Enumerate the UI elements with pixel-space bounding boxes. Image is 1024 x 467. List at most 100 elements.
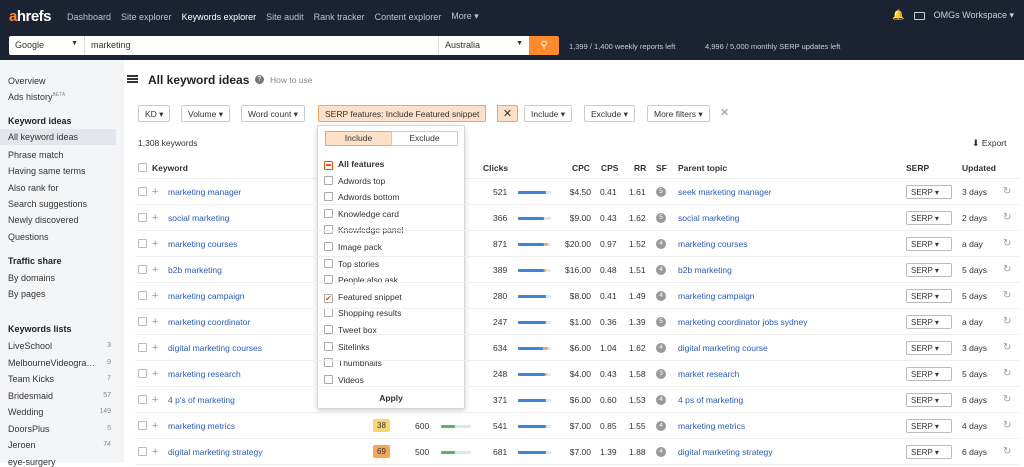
- sf-count-badge[interactable]: 4: [656, 291, 666, 301]
- checkbox[interactable]: [324, 325, 333, 334]
- row-checkbox[interactable]: [138, 291, 147, 300]
- checkbox[interactable]: [324, 258, 333, 268]
- col-sf[interactable]: SF: [656, 163, 667, 173]
- col-rr[interactable]: RR: [634, 163, 647, 173]
- include-filter[interactable]: Include ▾: [524, 105, 573, 122]
- sf-count-badge[interactable]: 5: [656, 317, 666, 327]
- workspace-menu[interactable]: OMGs Workspace ▾: [933, 10, 1014, 20]
- sidebar-all-keyword-ideas[interactable]: All keyword ideas: [0, 129, 116, 145]
- plus-icon[interactable]: +: [152, 446, 159, 458]
- sf-count-badge[interactable]: 4: [656, 343, 666, 353]
- plus-icon[interactable]: +: [152, 186, 159, 198]
- nav-dashboard[interactable]: Dashboard: [67, 11, 112, 22]
- refresh-icon[interactable]: ↻: [1003, 264, 1012, 275]
- sf-count-badge[interactable]: 5: [656, 213, 666, 223]
- tab-include[interactable]: Include: [325, 131, 392, 146]
- sf-count-badge[interactable]: 4: [656, 421, 666, 431]
- checkbox[interactable]: [324, 374, 333, 384]
- refresh-icon[interactable]: ↻: [1003, 290, 1012, 301]
- clear-filters-close-icon[interactable]: ✕: [720, 107, 730, 119]
- plus-icon[interactable]: +: [152, 342, 159, 354]
- nav-keywords-explorer[interactable]: Keywords explorer: [181, 11, 257, 22]
- serp-button[interactable]: SERP ▾: [906, 393, 952, 407]
- plus-icon[interactable]: +: [152, 264, 159, 276]
- refresh-icon[interactable]: ↻: [1003, 420, 1012, 431]
- nav-rank-tracker[interactable]: Rank tracker: [313, 11, 365, 22]
- parent-topic-link[interactable]: marketing campaign: [678, 291, 755, 301]
- ahrefs-logo[interactable]: ahrefs: [9, 8, 52, 25]
- select-all-checkbox[interactable]: [138, 163, 147, 172]
- sidebar-list-item[interactable]: Team Kicks: [8, 374, 55, 384]
- col-serp[interactable]: SERP: [906, 163, 930, 173]
- clear-serp-filter-close-icon[interactable]: ✕: [497, 105, 518, 122]
- col-parent-topic[interactable]: Parent topic: [678, 163, 728, 173]
- row-checkbox[interactable]: [138, 343, 147, 352]
- checkbox[interactable]: [324, 161, 333, 170]
- serp-feature-option[interactable]: Adwords bottom: [324, 192, 399, 202]
- sf-count-badge[interactable]: 4: [656, 447, 666, 457]
- serp-feature-option[interactable]: Thumbnails: [324, 358, 382, 368]
- refresh-icon[interactable]: ↻: [1003, 238, 1012, 249]
- sf-count-badge[interactable]: 5: [656, 187, 666, 197]
- col-updated[interactable]: Updated: [962, 163, 996, 173]
- sidebar-by-domains[interactable]: By domains: [8, 273, 56, 283]
- plus-icon[interactable]: +: [152, 420, 159, 432]
- search-button[interactable]: ⚲: [529, 36, 559, 55]
- serp-feature-option[interactable]: Top stories: [324, 258, 379, 269]
- sidebar-list-item[interactable]: MelbourneVideogra…: [8, 357, 96, 368]
- col-cps[interactable]: CPS: [601, 163, 619, 173]
- keyword-link[interactable]: b2b marketing: [168, 265, 222, 275]
- row-checkbox[interactable]: [138, 447, 147, 456]
- serp-button[interactable]: SERP ▾: [906, 289, 952, 303]
- sidebar-having-same-terms[interactable]: Having same terms: [8, 166, 86, 176]
- serp-feature-option[interactable]: Sitelinks: [324, 341, 370, 352]
- serp-features-filter[interactable]: SERP features: Include Featured snippet: [318, 105, 487, 122]
- parent-topic-link[interactable]: 4 ps of marketing: [678, 395, 744, 405]
- parent-topic-link[interactable]: digital marketing strategy: [678, 447, 773, 457]
- monitor-icon[interactable]: [913, 11, 925, 20]
- checkbox[interactable]: [324, 225, 333, 235]
- keyword-input[interactable]: marketing: [84, 36, 438, 55]
- sidebar-phrase-match[interactable]: Phrase match: [8, 150, 64, 160]
- serp-feature-option[interactable]: Tweet box: [324, 325, 377, 335]
- serp-button[interactable]: SERP ▾: [906, 263, 952, 277]
- checkbox[interactable]: [324, 192, 333, 202]
- keyword-link[interactable]: digital marketing courses: [168, 343, 263, 353]
- tab-exclude[interactable]: Exclude: [391, 131, 458, 146]
- bell-icon[interactable]: 🔔: [892, 10, 905, 21]
- sf-count-badge[interactable]: 3: [656, 369, 666, 379]
- sidebar-ads-history[interactable]: Ads historyBETA: [8, 92, 66, 102]
- parent-topic-link[interactable]: b2b marketing: [678, 265, 732, 275]
- checkbox[interactable]: [324, 275, 333, 285]
- plus-icon[interactable]: +: [152, 368, 159, 380]
- col-keyword[interactable]: Keyword: [152, 163, 188, 173]
- sf-count-badge[interactable]: 4: [656, 395, 666, 405]
- serp-button[interactable]: SERP ▾: [906, 315, 952, 329]
- sidebar-list-item[interactable]: Jeroen: [8, 440, 36, 450]
- sidebar-by-pages[interactable]: By pages: [8, 289, 46, 299]
- serp-feature-option[interactable]: Knowledge card: [324, 208, 399, 219]
- parent-topic-link[interactable]: marketing metrics: [678, 421, 746, 431]
- refresh-icon[interactable]: ↻: [1003, 316, 1012, 327]
- sidebar-list-item[interactable]: Bridesmaid: [8, 390, 54, 401]
- keyword-link[interactable]: marketing research: [168, 369, 241, 379]
- serp-feature-option[interactable]: All features: [324, 159, 384, 170]
- sidebar-also-rank-for[interactable]: Also rank for: [8, 183, 59, 193]
- serp-button[interactable]: SERP ▾: [906, 211, 952, 225]
- export-button[interactable]: ⬇ Export: [972, 138, 1007, 148]
- refresh-icon[interactable]: ↻: [1003, 342, 1012, 353]
- row-checkbox[interactable]: [138, 421, 147, 430]
- row-checkbox[interactable]: [138, 369, 147, 378]
- refresh-icon[interactable]: ↻: [1003, 186, 1012, 197]
- serp-button[interactable]: SERP ▾: [906, 341, 952, 355]
- sf-count-badge[interactable]: 4: [656, 265, 666, 275]
- checkbox[interactable]: [324, 358, 333, 368]
- sidebar-list-item[interactable]: DoorsPlus: [8, 423, 50, 434]
- checkbox[interactable]: [324, 242, 333, 251]
- search-engine-select[interactable]: Google ▼: [9, 36, 84, 55]
- sidebar-search-suggestions[interactable]: Search suggestions: [8, 199, 88, 209]
- serp-feature-option[interactable]: People also ask: [324, 275, 398, 285]
- sidebar-list-item[interactable]: eye-surgery: [8, 456, 56, 467]
- row-checkbox[interactable]: [138, 395, 147, 404]
- nav-site-audit[interactable]: Site audit: [266, 11, 304, 22]
